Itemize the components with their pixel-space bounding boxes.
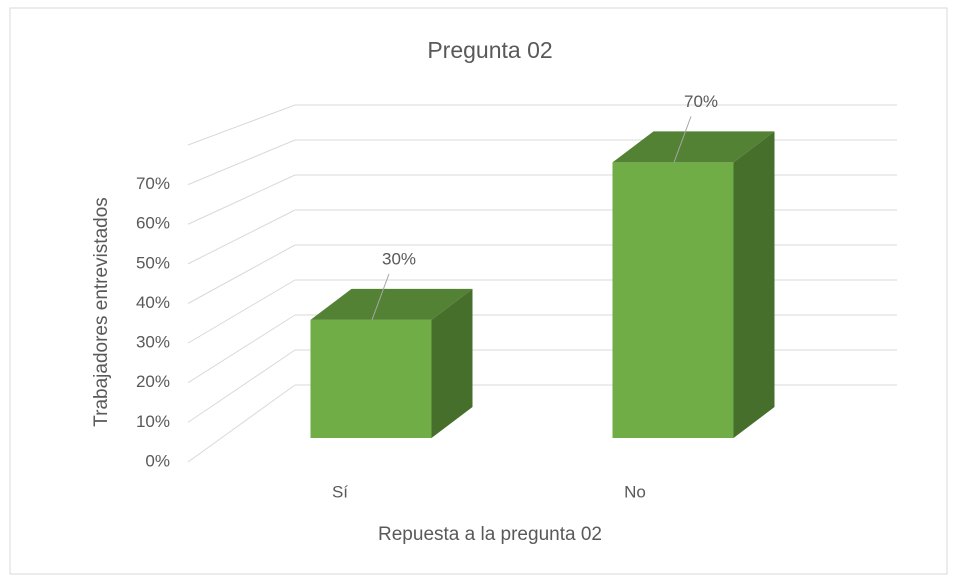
x-axis-label: Repuesta a la pregunta 02 [378,524,602,545]
y-tick-label: 50% [136,253,170,272]
grid-line [187,174,296,225]
grid-line [187,314,296,384]
data-label: 70% [684,92,718,111]
bar-side [733,131,775,438]
bar-side [431,288,473,438]
y-axis-label: Trabajadores entrevistados [91,197,112,427]
x-tick-label: No [624,482,646,501]
y-tick-label: 0% [145,451,170,470]
grid-line [187,209,296,265]
chart-frame [9,7,948,575]
y-tick-label: 20% [136,372,170,391]
grid-line [187,384,296,463]
y-tick-label: 30% [136,333,170,352]
leader-line [371,273,390,321]
y-tick-label: 40% [136,293,170,312]
grid-line [187,104,296,146]
bar-top [310,288,473,320]
y-tick-label: 70% [136,174,170,193]
chart-title: Pregunta 02 [427,37,552,63]
grid-line [187,139,296,186]
leader-line [673,116,692,163]
data-label: 30% [382,249,416,268]
bar [310,319,432,438]
grid-line [187,279,296,344]
y-tick-label: 10% [136,412,170,431]
bar [612,162,734,438]
x-tick-label: Sí [332,482,348,501]
grid-line [187,349,296,423]
grid-line [187,244,296,304]
y-tick-label: 60% [136,214,170,233]
bar-top [612,131,775,163]
